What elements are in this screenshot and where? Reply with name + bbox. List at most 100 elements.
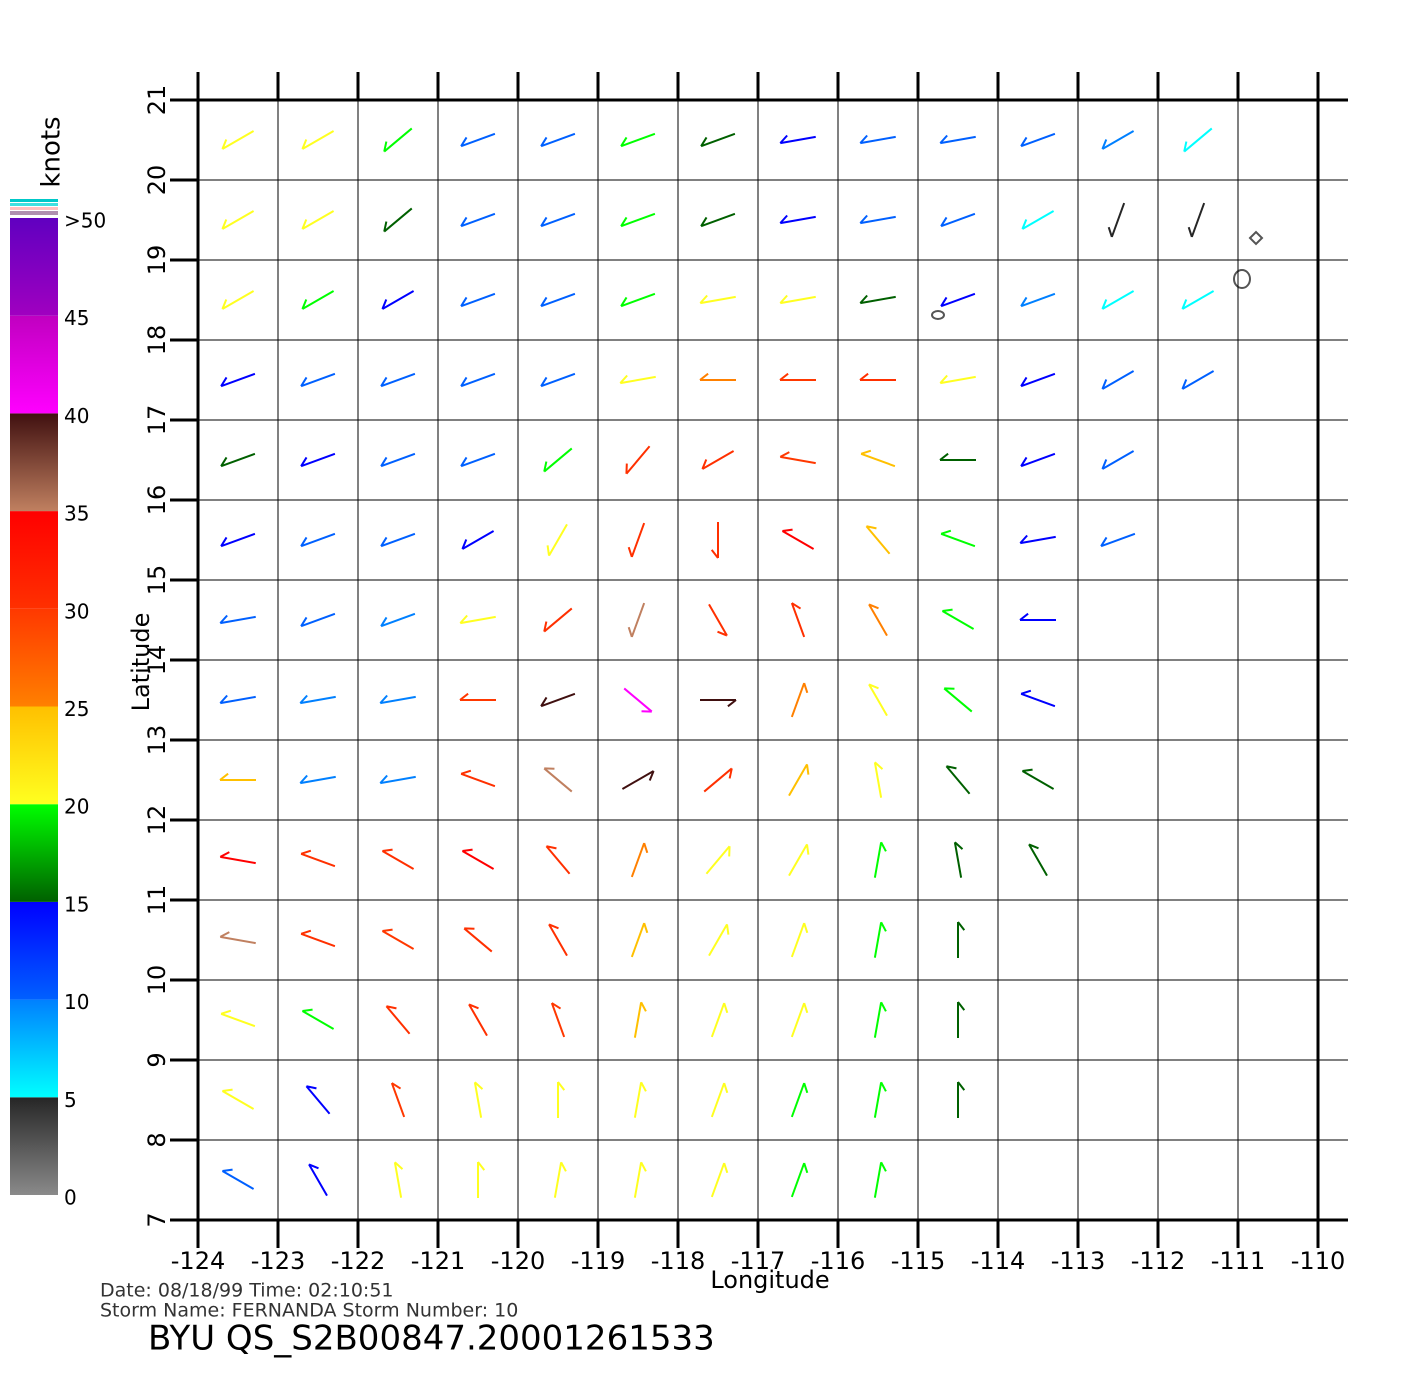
colorbar-segment <box>10 218 58 316</box>
colorbar-segment <box>10 804 58 902</box>
wind-barb <box>790 1162 809 1198</box>
wind-barb <box>460 132 496 148</box>
wind-barb <box>1107 202 1126 238</box>
wind-barb <box>943 687 973 713</box>
wind-barb <box>221 210 255 230</box>
wind-barb <box>939 134 976 145</box>
wind-barb <box>553 1161 567 1198</box>
wind-barb <box>620 292 656 308</box>
wind-barb <box>708 923 730 957</box>
wind-barb <box>459 614 496 625</box>
wind-barb <box>1020 372 1056 388</box>
wind-barb <box>708 603 728 637</box>
wind-barb <box>868 683 888 717</box>
wind-barb <box>627 602 646 638</box>
wind-barb <box>390 1082 406 1118</box>
wind-barb <box>1019 534 1056 545</box>
wind-barb <box>301 130 335 150</box>
wind-barb <box>461 530 495 550</box>
wind-barb <box>779 134 816 145</box>
wind-barb <box>219 931 256 945</box>
wind-barb <box>300 612 336 628</box>
colorbar-tick-label: 25 <box>64 697 89 721</box>
wind-barb <box>301 1008 335 1030</box>
colorbar-segment <box>10 706 58 805</box>
wind-barb <box>543 767 573 793</box>
wind-barb <box>300 452 336 468</box>
x-tick-label: -119 <box>571 1247 625 1275</box>
wind-barb <box>381 928 415 950</box>
y-tick-label: 9 <box>143 1052 171 1067</box>
wind-barb <box>699 294 736 305</box>
wind-barb <box>1101 130 1135 150</box>
colorbar-tick-label: 40 <box>64 404 89 428</box>
colorbar-tick-label: 20 <box>64 795 89 819</box>
y-tick-label: 13 <box>143 725 171 756</box>
wind-barb <box>459 692 496 701</box>
x-tick-label: -123 <box>251 1247 305 1275</box>
wind-barb <box>1100 532 1136 548</box>
wind-barb <box>545 845 571 875</box>
x-tick-label: -118 <box>651 1247 705 1275</box>
colorbar-segment <box>10 999 58 1098</box>
colorbar-label: knots <box>37 116 67 187</box>
wind-barb <box>790 602 806 638</box>
wind-barb <box>710 1082 729 1118</box>
wind-barb <box>305 1085 331 1115</box>
wind-barb <box>463 927 493 953</box>
wind-barb <box>873 1081 887 1118</box>
wind-barb <box>1021 768 1055 790</box>
wind-barb <box>630 922 649 958</box>
wind-barb <box>460 452 496 468</box>
y-tick-label: 18 <box>143 325 171 356</box>
wind-barb <box>546 523 568 557</box>
wind-barb <box>945 765 971 795</box>
wind-barb <box>620 212 656 228</box>
colorbar-segment <box>10 511 58 609</box>
wind-barb <box>779 372 816 381</box>
wind-barb <box>620 132 656 148</box>
wind-barb <box>380 452 416 468</box>
wind-barb <box>460 372 496 388</box>
wind-barb <box>381 290 415 310</box>
colorbar-tick-label: 10 <box>64 990 89 1014</box>
x-tick-label: -114 <box>971 1247 1025 1275</box>
wind-barb <box>790 682 809 718</box>
wind-barb <box>873 761 884 798</box>
wind-barb <box>790 1002 809 1038</box>
colorbar-segment <box>10 1097 58 1195</box>
wind-barb <box>623 687 653 713</box>
x-tick-label: -115 <box>891 1247 945 1275</box>
wind-barb <box>710 1162 729 1198</box>
colorbar-segment <box>10 608 58 707</box>
y-tick-label: 19 <box>143 245 171 276</box>
wind-barb <box>859 214 896 225</box>
colorbar-tick-label: 15 <box>64 892 89 916</box>
wind-barb <box>700 132 736 148</box>
x-tick-label: -116 <box>811 1247 865 1275</box>
wind-barb <box>460 292 496 308</box>
wind-barb <box>221 290 255 310</box>
wind-barb <box>859 134 896 145</box>
wind-barb <box>461 848 495 870</box>
wind-barb <box>939 374 976 385</box>
colorbar-segment <box>10 413 58 512</box>
wind-barb <box>543 447 573 473</box>
colorbar-tick-label: 35 <box>64 502 89 526</box>
y-tick-label: 11 <box>143 885 171 916</box>
wind-barb <box>380 372 416 388</box>
wind-barb <box>779 451 816 465</box>
colorbar-tick-label: 45 <box>64 306 89 330</box>
wind-barb <box>701 450 735 470</box>
wind-barb <box>221 130 255 150</box>
info-storm: Storm Name: FERNANDA Storm Number: 10 <box>100 1300 518 1322</box>
wind-barb <box>550 1002 566 1038</box>
wind-barb <box>868 603 888 637</box>
colorbar-segment <box>10 901 58 1000</box>
wind-barb <box>385 1005 411 1035</box>
colorbar-segment <box>10 315 58 414</box>
y-tick-label: 21 <box>143 85 171 116</box>
wind-barb <box>308 1163 328 1197</box>
wind-barb <box>221 1088 255 1110</box>
y-tick-label: 20 <box>143 165 171 196</box>
